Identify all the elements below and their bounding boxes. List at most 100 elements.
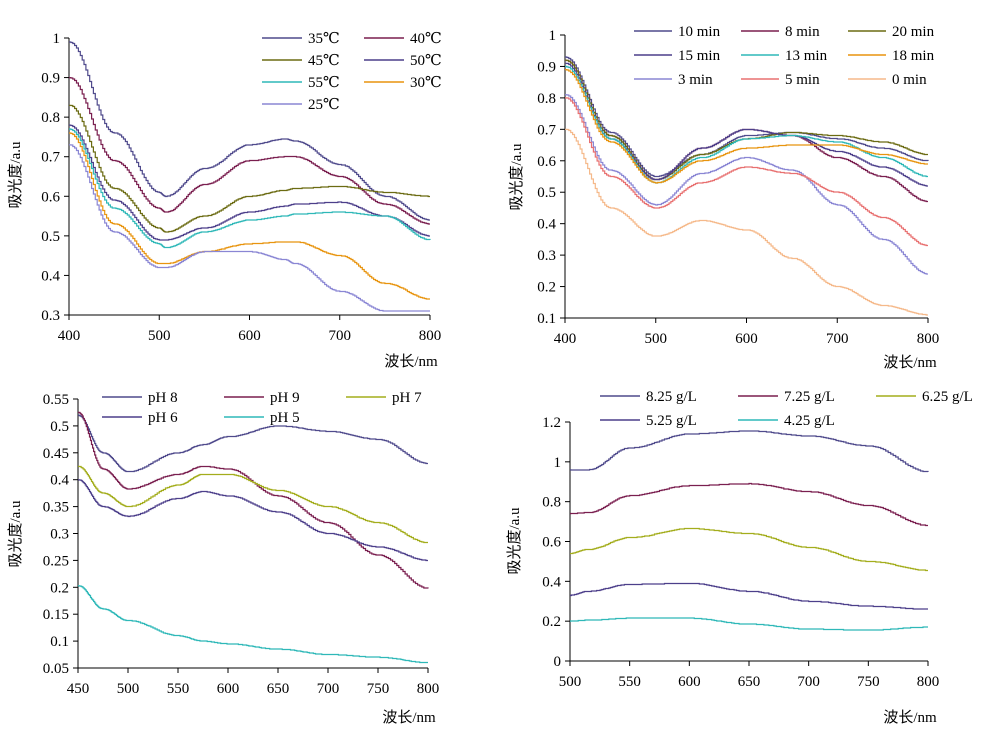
legend-label: 13 min (785, 48, 828, 64)
legend-label: 40℃ (410, 31, 442, 47)
legend-label: pH 8 (148, 390, 178, 406)
legend-label: 5 min (785, 72, 820, 88)
x-axis-title: 波长/nm (384, 353, 438, 370)
x-tick-label: 500 (645, 331, 668, 347)
y-tick-label: 0.1 (50, 634, 69, 650)
x-tick-label: 600 (238, 328, 261, 344)
series-line-ph-2 (78, 465, 428, 544)
y-tick-label: 0.45 (43, 446, 69, 462)
x-tick-label: 500 (559, 674, 582, 690)
y-tick-label: 0.35 (43, 500, 69, 516)
series-line-temperature-6 (69, 144, 430, 312)
legend-label: pH 6 (148, 410, 178, 426)
x-tick-label: 750 (857, 674, 880, 690)
legend-label: 45℃ (308, 53, 340, 69)
legend-label: pH 9 (270, 390, 300, 406)
legend-label: 25℃ (308, 97, 340, 113)
series-line-concentration-4 (570, 617, 928, 631)
y-tick-label: 0.4 (50, 473, 69, 489)
y-tick-label: 0.5 (41, 229, 60, 245)
y-tick-label: 0.4 (41, 268, 60, 284)
y-tick-label: 0.8 (542, 495, 561, 511)
legend-label: 0 min (892, 72, 927, 88)
series-line-temperature-0 (69, 41, 430, 221)
series-line-time-7 (565, 97, 928, 247)
y-axis-title: 吸光度/a.u (506, 507, 523, 575)
x-tick-label: 700 (329, 328, 352, 344)
y-tick-label: 0.8 (537, 91, 556, 107)
y-tick-label: 0.25 (43, 553, 69, 569)
x-tick-label: 800 (419, 328, 442, 344)
series-line-concentration-2 (570, 527, 928, 572)
series-line-ph-1 (78, 411, 429, 589)
y-tick-label: 0.3 (537, 248, 556, 264)
series-line-temperature-2 (69, 104, 430, 233)
legend-label: 6.25 g/L (922, 389, 973, 405)
x-tick-label: 600 (678, 674, 701, 690)
y-tick-label: 0.2 (542, 614, 561, 630)
y-tick-label: 1 (554, 455, 562, 471)
y-tick-label: 1 (53, 31, 61, 47)
y-tick-label: 0.3 (50, 527, 69, 543)
chart-panel-time: 0.1 0.2 0.3 0.4 0.5 0.6 0.7 0.8 0.9 1 400 500 600 700… (508, 24, 939, 371)
y-tick-label: 0.7 (41, 150, 60, 166)
y-tick-label: 0.6 (41, 189, 60, 205)
legend-label: 5.25 g/L (646, 413, 697, 429)
y-tick-label: 0.8 (41, 110, 60, 126)
legend-label: pH 5 (270, 410, 300, 426)
x-tick-label: 450 (67, 681, 90, 697)
legend-label: 4.25 g/L (784, 413, 835, 429)
series-line-concentration-1 (570, 482, 928, 527)
y-tick-label: 0.5 (537, 185, 556, 201)
series-line-ph-3 (78, 479, 428, 562)
series-line-time-6 (565, 94, 928, 275)
x-tick-label: 600 (735, 331, 758, 347)
series-line-ph-0 (78, 414, 428, 473)
x-tick-label: 750 (367, 681, 390, 697)
legend-label: 20 min (892, 24, 935, 40)
x-tick-label: 400 (554, 331, 577, 347)
series-line-concentration-3 (570, 582, 928, 610)
y-axis-title: 吸光度/a.u (7, 141, 24, 209)
y-tick-label: 0.6 (537, 154, 556, 170)
legend-label: 10 min (678, 24, 721, 40)
y-tick-label: 0.9 (537, 59, 556, 75)
series-line-time-5 (565, 69, 928, 184)
y-tick-label: 0.6 (542, 535, 561, 551)
y-tick-label: 0 (554, 654, 562, 670)
y-tick-label: 0.2 (50, 580, 69, 596)
legend-label: 55℃ (308, 75, 340, 91)
x-axis-title: 波长/nm (382, 709, 436, 726)
y-tick-label: 0.4 (542, 574, 561, 590)
x-tick-label: 500 (117, 681, 140, 697)
x-tick-label: 800 (917, 674, 940, 690)
y-tick-label: 0.3 (41, 308, 60, 324)
series-line-temperature-3 (69, 124, 430, 241)
y-tick-label: 0.05 (43, 661, 69, 677)
series-line-concentration-0 (570, 430, 929, 473)
y-tick-label: 0.2 (537, 280, 556, 296)
y-tick-label: 0.1 (537, 311, 556, 327)
x-tick-label: 700 (317, 681, 340, 697)
x-tick-label: 650 (738, 674, 761, 690)
y-tick-label: 0.15 (43, 607, 69, 623)
x-axis-title: 波长/nm (883, 709, 937, 726)
legend-label: 8 min (785, 24, 820, 40)
series-line-time-1 (565, 59, 928, 203)
x-tick-label: 550 (618, 674, 641, 690)
x-tick-label: 650 (267, 681, 290, 697)
legend-label: 18 min (892, 48, 935, 64)
y-axis-title: 吸光度/a.u (7, 500, 24, 568)
y-tick-label: 1.2 (542, 415, 561, 431)
x-tick-label: 800 (917, 331, 940, 347)
x-axis-title: 波长/nm (883, 354, 937, 371)
x-tick-label: 500 (148, 328, 171, 344)
y-tick-label: 0.9 (41, 71, 60, 87)
x-tick-label: 550 (167, 681, 190, 697)
x-tick-label: 400 (58, 328, 81, 344)
y-tick-label: 1 (549, 28, 557, 44)
series-line-time-8 (565, 128, 928, 316)
chart-panel-concentration: 0 0.2 0.4 0.6 0.8 1 1.2 500 550 600 650 700 750 800 波长… (506, 389, 973, 726)
series-line-temperature-4 (69, 128, 431, 249)
